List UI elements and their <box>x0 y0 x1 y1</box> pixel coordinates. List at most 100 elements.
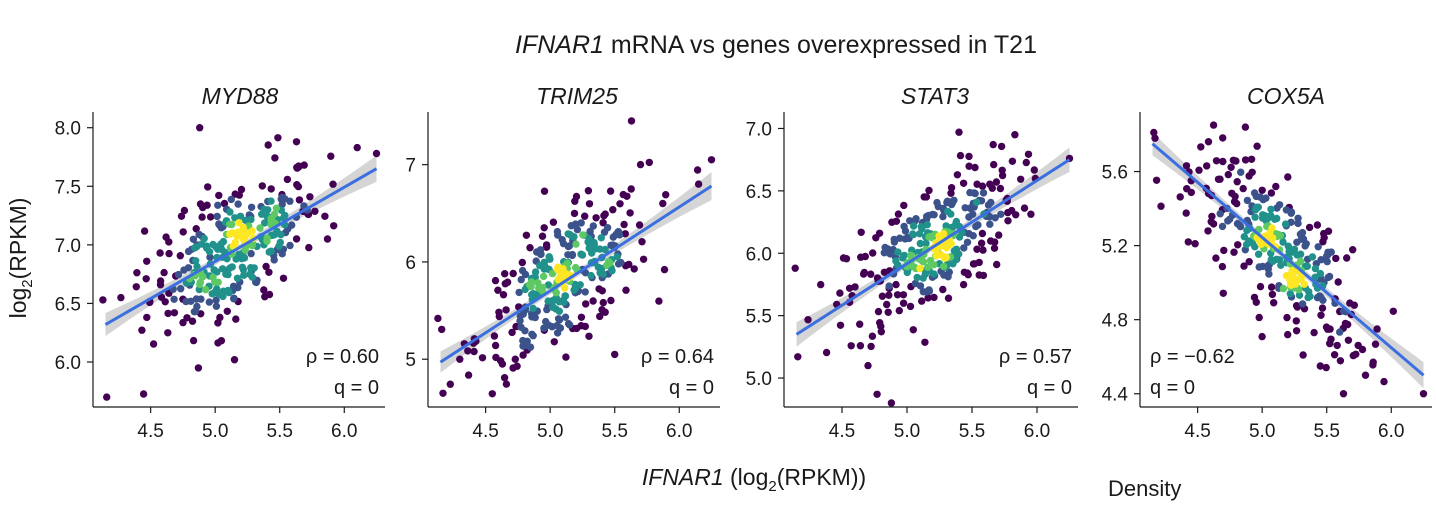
data-point <box>183 314 191 322</box>
data-point <box>919 274 927 282</box>
data-point <box>501 270 509 278</box>
data-point <box>170 309 179 317</box>
data-point <box>1317 256 1325 264</box>
data-point <box>293 163 301 172</box>
data-point <box>1326 325 1334 333</box>
panel-trim25: TRIM25 4.5 5.0 5.5 6.0 5 6 7 ρ = 0.64 q = 0 <box>405 83 720 442</box>
data-point <box>216 313 224 322</box>
data-point <box>179 228 187 236</box>
data-point <box>1218 262 1227 271</box>
data-point <box>271 154 279 162</box>
data-point <box>1336 357 1345 365</box>
data-point <box>237 185 246 194</box>
data-point <box>885 282 893 290</box>
data-point <box>600 212 608 220</box>
data-point <box>918 297 926 305</box>
data-point <box>978 229 987 238</box>
y-tick-label: 6.5 <box>55 294 81 315</box>
data-point <box>1286 279 1295 288</box>
data-point <box>991 238 999 246</box>
data-point <box>138 326 146 334</box>
data-point <box>1305 223 1314 232</box>
data-point <box>353 143 361 152</box>
data-point <box>502 306 510 314</box>
data-point <box>577 219 585 227</box>
data-point <box>1209 220 1218 228</box>
data-point <box>836 321 845 329</box>
data-point <box>998 166 1006 174</box>
data-point <box>247 203 256 211</box>
data-point <box>274 134 282 142</box>
data-point <box>1017 175 1025 183</box>
data-point <box>149 340 158 348</box>
data-point <box>1358 345 1367 354</box>
data-point <box>1230 248 1238 256</box>
data-point <box>165 249 173 258</box>
data-point <box>554 315 563 323</box>
data-point <box>845 284 854 292</box>
data-point <box>323 235 332 243</box>
data-point <box>817 280 825 289</box>
data-point <box>228 263 236 271</box>
data-point <box>215 191 223 200</box>
data-point <box>1316 362 1325 370</box>
data-point <box>1258 332 1266 341</box>
data-point <box>869 249 877 257</box>
data-point <box>928 210 937 219</box>
data-point <box>1024 150 1033 158</box>
data-point <box>979 246 987 254</box>
data-point <box>595 285 603 293</box>
data-point <box>1239 184 1247 193</box>
scatter-panels: MYD88 4.5 5.0 5.5 6.0 6.0 6.5 7.0 7.5 8.0 ρ = 0.60… <box>55 83 1432 442</box>
data-point <box>197 295 205 303</box>
data-point <box>526 244 534 252</box>
data-point <box>1268 290 1277 299</box>
data-point <box>607 296 615 305</box>
data-point <box>571 263 580 272</box>
data-point <box>218 265 227 273</box>
data-point <box>991 214 999 222</box>
data-point <box>1297 275 1305 283</box>
data-point <box>554 275 562 284</box>
data-point <box>694 180 703 188</box>
data-point <box>1327 335 1335 343</box>
data-point <box>1389 307 1398 315</box>
data-point <box>1258 214 1267 222</box>
data-point <box>609 206 617 214</box>
q-annotation: q = 0 <box>334 377 379 399</box>
data-point <box>1334 278 1342 286</box>
data-point <box>584 187 593 195</box>
regression-line <box>104 167 378 326</box>
data-point <box>1241 123 1250 131</box>
data-point <box>165 238 173 246</box>
data-point <box>509 364 517 372</box>
x-tick-label: 5.0 <box>1249 421 1275 442</box>
data-point <box>1245 258 1253 266</box>
data-point <box>260 286 268 294</box>
y-tick-label: 6 <box>405 253 416 274</box>
data-point <box>1286 289 1295 298</box>
data-point <box>191 244 199 252</box>
data-point <box>1216 210 1224 218</box>
data-point <box>986 180 994 188</box>
x-tick-label: 5.5 <box>602 421 628 442</box>
data-point <box>99 296 107 304</box>
data-point <box>1284 242 1293 250</box>
data-point <box>180 266 188 274</box>
data-point <box>258 210 266 218</box>
data-point <box>1191 240 1199 248</box>
data-point <box>963 238 972 246</box>
data-point <box>582 300 590 308</box>
data-point <box>156 281 165 289</box>
data-point <box>1333 341 1341 350</box>
data-point <box>977 239 986 247</box>
data-point <box>139 390 148 398</box>
data-point <box>228 229 237 237</box>
data-point <box>1187 188 1196 197</box>
data-point <box>926 256 935 265</box>
data-point <box>1279 284 1288 293</box>
data-point <box>955 128 963 136</box>
y-tick-label: 7.0 <box>746 119 772 140</box>
x-tick-label: 5.0 <box>202 421 228 442</box>
data-point <box>585 332 593 340</box>
